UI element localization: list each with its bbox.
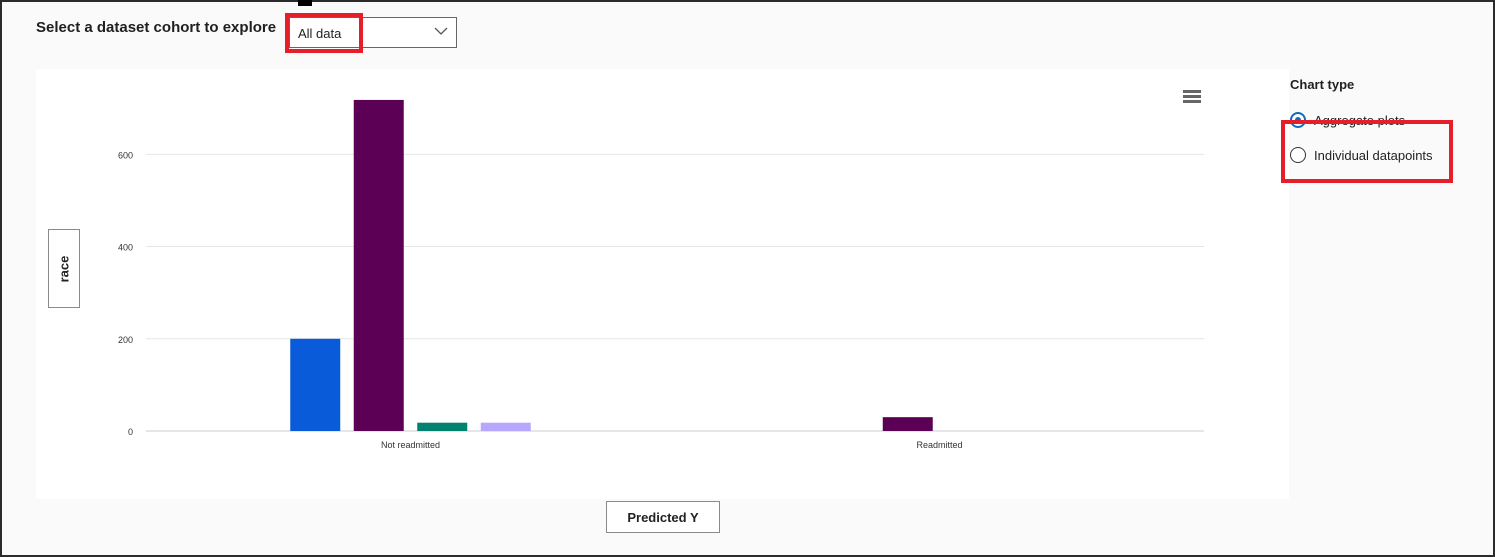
cohort-dropdown-value: All data: [298, 26, 342, 41]
y-tick-label: 600: [118, 150, 133, 160]
radio-individual-datapoints-label: Individual datapoints: [1314, 147, 1433, 163]
radio-individual-datapoints[interactable]: Individual datapoints: [1290, 144, 1433, 166]
cohort-label: Select a dataset cohort to explore: [36, 19, 277, 36]
bar[interactable]: [417, 422, 468, 431]
bar-chart: 0 200 400 600 Not readmitted Readmitted: [118, 99, 1204, 450]
chart-type-title: Chart type: [1290, 77, 1355, 92]
y-tick-label: 400: [118, 243, 133, 253]
y-axis-selector-button[interactable]: race: [48, 229, 80, 308]
radio-aggregate-plots-icon[interactable]: [1290, 112, 1306, 128]
radio-aggregate-plots-label: Aggregate plots: [1314, 112, 1406, 128]
x-category-label: Not readmitted: [381, 440, 440, 450]
bar[interactable]: [480, 422, 531, 431]
cohort-dropdown[interactable]: All data: [289, 17, 457, 48]
x-category-label: Readmitted: [916, 440, 962, 450]
bar[interactable]: [290, 338, 341, 431]
bar[interactable]: [353, 99, 404, 431]
chart-area: 0 200 400 600 Not readmitted Readmitted: [36, 69, 1289, 499]
chevron-down-icon: [434, 27, 448, 35]
x-axis-selector-button[interactable]: Predicted Y: [606, 501, 720, 533]
bar[interactable]: [882, 417, 933, 431]
radio-individual-datapoints-icon[interactable]: [1290, 147, 1306, 163]
x-axis-button-label: Predicted Y: [627, 509, 699, 525]
y-axis-button-label: race: [56, 255, 72, 282]
y-tick-label: 0: [128, 427, 133, 437]
hamburger-menu-icon[interactable]: [1183, 90, 1201, 104]
radio-aggregate-plots[interactable]: Aggregate plots: [1290, 109, 1405, 131]
heading-fragment: [298, 0, 312, 6]
y-tick-label: 200: [118, 335, 133, 345]
